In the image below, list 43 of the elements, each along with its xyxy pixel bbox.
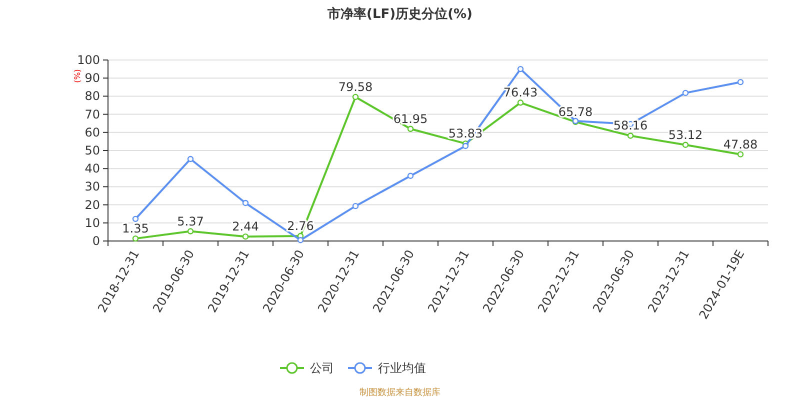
- point: [682, 90, 689, 96]
- y-tick-label: 100: [77, 53, 100, 67]
- point: [517, 100, 524, 106]
- y-tick-label: 50: [84, 144, 100, 158]
- y-tick-label: 0: [92, 234, 100, 248]
- text: 制图数据来自数据库: [360, 387, 440, 398]
- y-tick-label: 60: [84, 125, 100, 140]
- data-label: 47.88: [723, 137, 758, 152]
- point: [627, 132, 634, 139]
- point: [187, 156, 194, 162]
- point: [737, 151, 744, 158]
- data-label: 61.95: [393, 112, 428, 126]
- legend-label: 行业均值: [378, 361, 426, 375]
- data-label: 79.58: [338, 80, 373, 94]
- point: [242, 233, 249, 240]
- point: [242, 200, 249, 206]
- y-tick-label: 90: [84, 71, 100, 86]
- y-axis-title: (%): [73, 69, 82, 83]
- point: [737, 78, 744, 86]
- point: [132, 235, 139, 242]
- point: [407, 172, 414, 179]
- data-label: 53.12: [668, 128, 703, 142]
- point: [462, 142, 469, 150]
- data-label: 2.44: [232, 220, 259, 234]
- y-tick-label: 30: [84, 180, 100, 194]
- chart-title: 市净率(LF)历史分位(%): [326, 6, 472, 22]
- y-tick-label: 70: [84, 107, 100, 122]
- data-label: 76.43: [503, 86, 538, 100]
- point: [187, 228, 194, 234]
- point: [517, 66, 524, 72]
- point: [407, 126, 414, 132]
- point: [297, 236, 304, 244]
- y-tick-label: 10: [84, 216, 100, 230]
- y-tick-label: 40: [84, 162, 100, 176]
- point: [132, 216, 139, 222]
- point: [352, 94, 359, 100]
- y-tick-label: 20: [84, 198, 100, 212]
- legend-label: 公司: [310, 361, 334, 375]
- point: [682, 142, 689, 148]
- y-tick-label: 80: [84, 89, 100, 104]
- data-label: 1.35: [122, 222, 149, 236]
- data-label: 5.37: [177, 214, 204, 228]
- point: [352, 202, 359, 210]
